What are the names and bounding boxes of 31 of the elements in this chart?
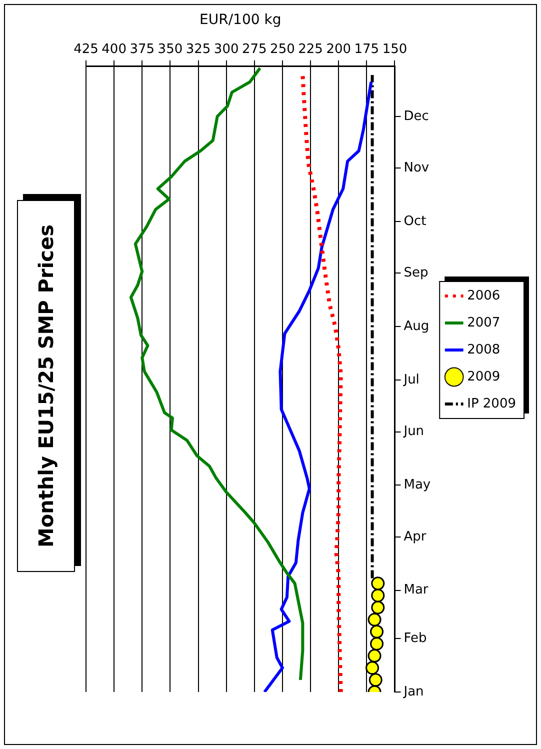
- legend-label: 2009: [467, 369, 500, 384]
- x-axis-title: EUR/100 kg: [200, 12, 282, 28]
- y-tick-label: Sep: [404, 266, 428, 281]
- x-tick-label: 300: [214, 42, 239, 57]
- x-tick-label: 425: [74, 42, 98, 57]
- y-tick-label: Jul: [402, 372, 420, 388]
- x-tick-label: 400: [102, 42, 126, 57]
- y-tick-label: Aug: [404, 319, 430, 334]
- x-tick-label: 275: [242, 42, 267, 57]
- x-tick-label: 350: [158, 42, 183, 57]
- y-tick-label: Dec: [404, 108, 429, 124]
- legend-label: IP 2009: [467, 396, 516, 412]
- y-tick-label: Jan: [402, 684, 424, 700]
- x-tick-label: 200: [326, 42, 352, 57]
- x-tick-label: 375: [130, 42, 155, 57]
- x-tick-label: 325: [186, 42, 211, 57]
- y-tick-label: May: [404, 478, 431, 493]
- legend-label: 2008: [467, 342, 500, 358]
- x-tick-label: 175: [354, 42, 380, 57]
- legend-label: 2007: [467, 315, 500, 330]
- y-tick-label: Nov: [404, 160, 430, 176]
- legend-label: 2006: [467, 288, 500, 304]
- y-tick-label: Feb: [404, 630, 427, 646]
- y-tick-label: Oct: [404, 214, 426, 229]
- x-tick-label: 150: [382, 42, 408, 57]
- y-tick-label: Jun: [402, 424, 424, 440]
- y-tick-label: Mar: [404, 582, 429, 598]
- text: Monthly EU15/25 SMP Prices: [17, 200, 75, 572]
- x-tick-label: 225: [298, 42, 323, 57]
- y-tick-label: Apr: [404, 529, 427, 544]
- x-tick-label: 250: [270, 42, 295, 57]
